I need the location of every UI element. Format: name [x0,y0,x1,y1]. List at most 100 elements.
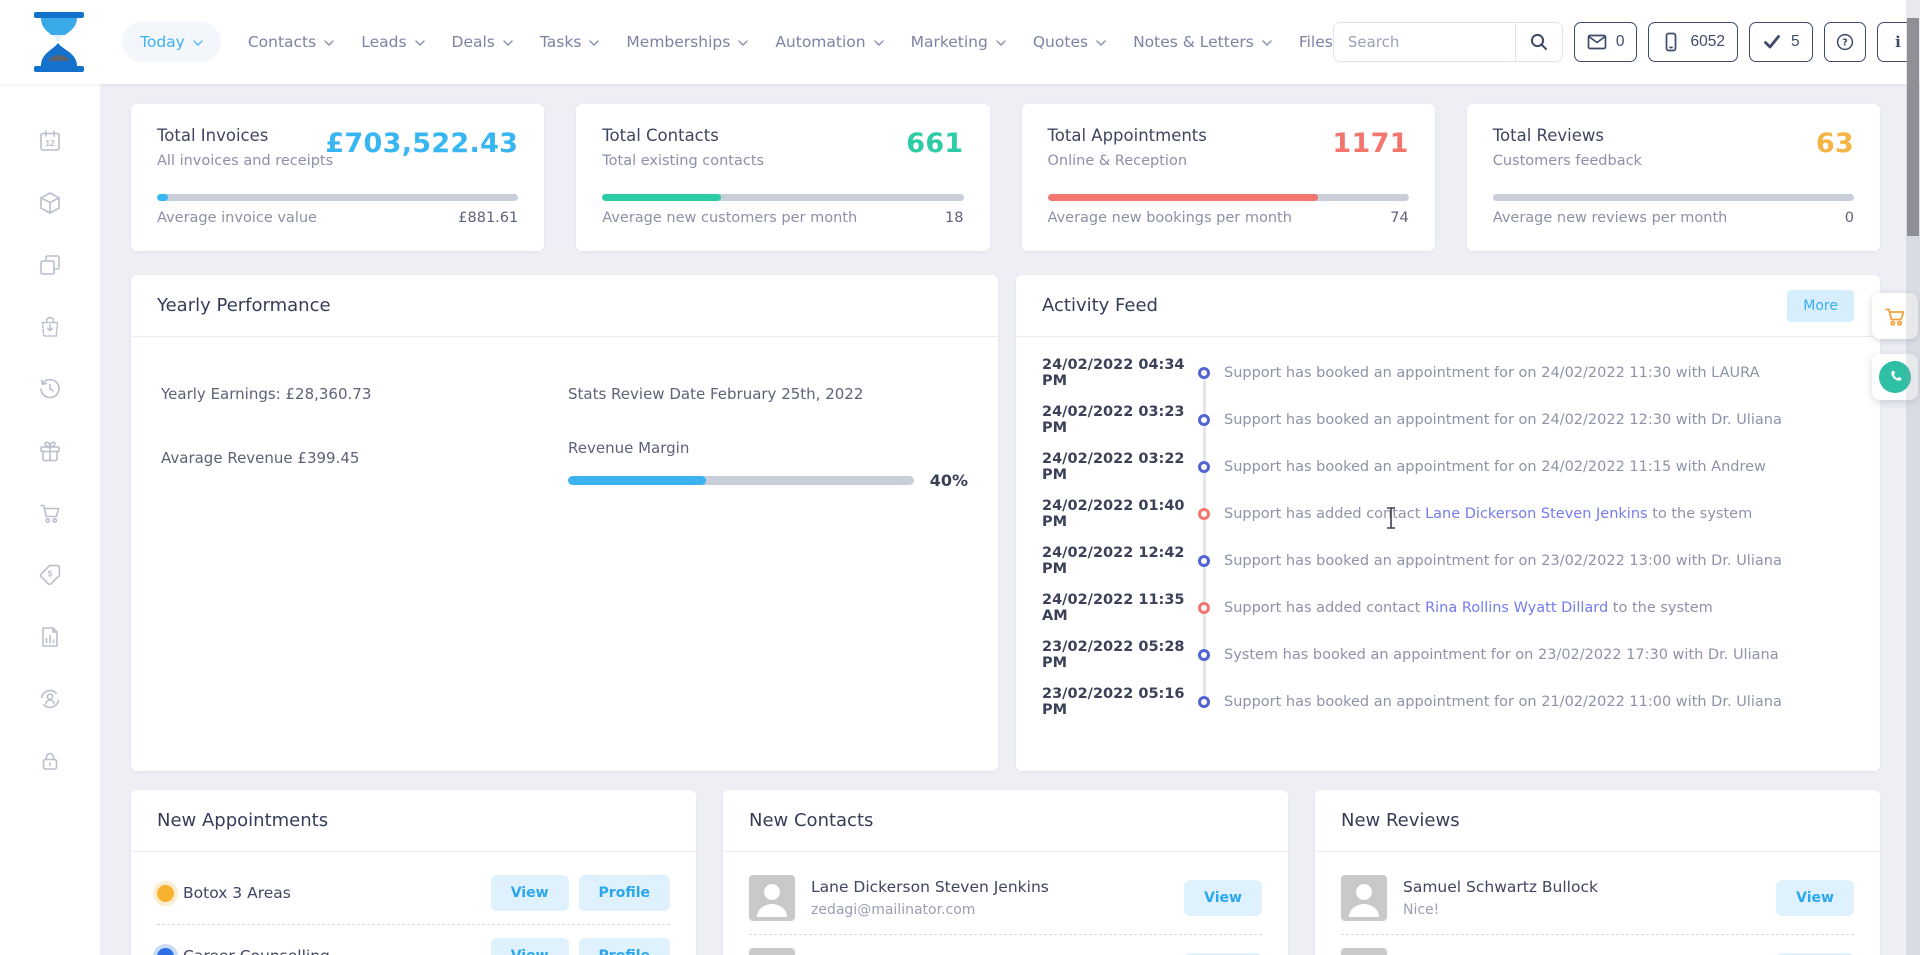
view-button[interactable]: View [1184,953,1262,955]
phone-icon [1879,361,1911,393]
chevron-down-icon [1262,40,1272,46]
view-button[interactable]: View [1776,880,1854,916]
chevron-down-icon [324,40,334,46]
nav-item-quotes[interactable]: Quotes [1033,33,1106,51]
app-logo-icon[interactable] [30,11,88,73]
nav-item-contacts[interactable]: Contacts [248,33,334,51]
search-button[interactable] [1514,23,1562,61]
mail-icon [1587,34,1607,50]
bottom-panels: New Appointments Botox 3 Areas View Prof… [131,790,1880,955]
svg-text:i: i [1895,33,1901,51]
stat-card-total-reviews: Total Reviews Customers feedback 63 Aver… [1466,104,1880,251]
nav-label: Contacts [247,33,317,51]
sms-badge-button[interactable]: 6052 [1648,22,1738,62]
chevron-down-icon [996,40,1006,46]
contact-link[interactable]: Rina Rollins Wyatt Dillard [1425,599,1609,616]
review-row: Alex Stefan View [1341,934,1854,955]
chevron-down-icon [873,40,884,46]
contact-link[interactable]: Lane Dickerson Steven Jenkins [1425,505,1648,522]
gift-icon[interactable] [37,438,63,464]
report-icon[interactable] [37,624,63,650]
timeline-dot [1198,413,1210,426]
new-contacts-panel: New Contacts Lane Dickerson Steven Jenki… [723,790,1288,955]
timeline-dot [1198,695,1210,708]
service-name: Botox 3 Areas [183,884,291,902]
chevron-down-icon [503,40,513,46]
cart-icon[interactable] [37,500,63,526]
search-input[interactable] [1333,23,1515,61]
search-box [1332,22,1563,62]
chevron-down-icon [738,40,749,46]
card-subtitle: Total existing contacts [602,153,765,169]
contact-row: Rina Rollins Wyatt Dillard View [749,934,1262,955]
card-footer-value: 18 [945,210,964,226]
tasks-badge-button[interactable]: 5 [1748,22,1813,62]
progress-bar [1047,194,1409,201]
price-tag-icon[interactable]: $ [37,562,63,588]
card-value: 63 [1815,128,1854,159]
view-button[interactable]: View [1184,880,1262,916]
stats-review-date: Stats Review Date February 25th, 2022 [568,385,864,403]
progress-bar [1492,194,1854,201]
feed-item: 23/02/2022 05:28 PM System has booked an… [1042,638,1779,671]
bag-return-icon[interactable] [37,314,63,340]
nav-label: Memberships [626,33,731,51]
view-button[interactable]: View [490,938,569,955]
timeline-dot [1198,648,1210,661]
nav-item-memberships[interactable]: Memberships [626,33,749,51]
floating-cart-button[interactable] [1872,293,1918,339]
card-title: Total Reviews [1492,126,1604,145]
view-button[interactable]: View [1776,953,1854,955]
nav-item-deals[interactable]: Deals [452,33,513,51]
nav-item-tasks[interactable]: Tasks [540,33,600,51]
yearly-performance-panel: Yearly Performance Yearly Earnings: £28,… [131,275,998,771]
lock-icon[interactable] [37,748,63,774]
vertical-scrollbar [1906,0,1920,955]
panel-title: Activity Feed [1042,295,1158,316]
client-refresh-icon[interactable] [37,686,63,712]
calendar-icon[interactable]: 12 [37,128,63,154]
feed-item: 24/02/2022 03:23 PM Support has booked a… [1042,403,1782,436]
feed-item: 24/02/2022 12:42 PM Support has booked a… [1042,544,1782,577]
appointment-row: Career Counselling View Profile [157,924,670,955]
messages-badge-button[interactable]: 0 [1573,22,1638,62]
activity-feed-list: 24/02/2022 04:34 PM Support has booked a… [1016,337,1880,725]
nav-item-notes-letters[interactable]: Notes & Letters [1133,33,1272,51]
card-value: £703,522.43 [325,128,519,159]
chevron-down-icon [1096,40,1106,46]
nav-item-automation[interactable]: Automation [775,33,884,51]
card-title: Total Appointments [1047,126,1207,145]
nav-label: Marketing [910,33,988,51]
service-color-dot [157,947,174,955]
service-name: Career Counselling [183,947,330,955]
card-title: Total Contacts [602,126,719,145]
activity-feed-panel: Activity Feed More 24/02/2022 04:34 PM S… [1016,275,1880,771]
svg-text:?: ? [1842,37,1848,48]
nav-item-marketing[interactable]: Marketing [911,33,1006,51]
timeline-dot [1198,366,1210,379]
history-icon[interactable] [37,376,63,402]
top-header: Today Contacts Leads Deals Tasks Members… [0,0,1920,84]
view-button[interactable]: View [490,875,569,911]
scrollbar-thumb[interactable] [1907,18,1919,236]
package-icon[interactable] [37,190,63,216]
yearly-earnings: Yearly Earnings: £28,360.73 [161,385,372,403]
chevron-down-icon [589,40,600,46]
nav-item-today[interactable]: Today [122,22,221,62]
timeline-dot [1198,554,1210,567]
checkmark-icon [1764,35,1780,49]
nav-item-leads[interactable]: Leads [361,33,425,51]
avatar [1341,948,1387,955]
help-button[interactable]: ? [1823,22,1866,62]
tasks-count: 5 [1790,33,1800,50]
floating-phone-button[interactable] [1872,354,1918,400]
profile-button[interactable]: Profile [578,938,670,955]
duplicate-icon[interactable] [37,252,63,278]
progress-bar [157,194,519,201]
profile-button[interactable]: Profile [578,875,670,911]
more-button[interactable]: More [1787,289,1854,322]
new-appointments-panel: New Appointments Botox 3 Areas View Prof… [131,790,696,955]
revenue-margin-value: 40% [929,471,968,490]
nav-item-files[interactable]: Files [1299,33,1333,51]
card-footer-label: Average new customers per month [602,210,858,226]
